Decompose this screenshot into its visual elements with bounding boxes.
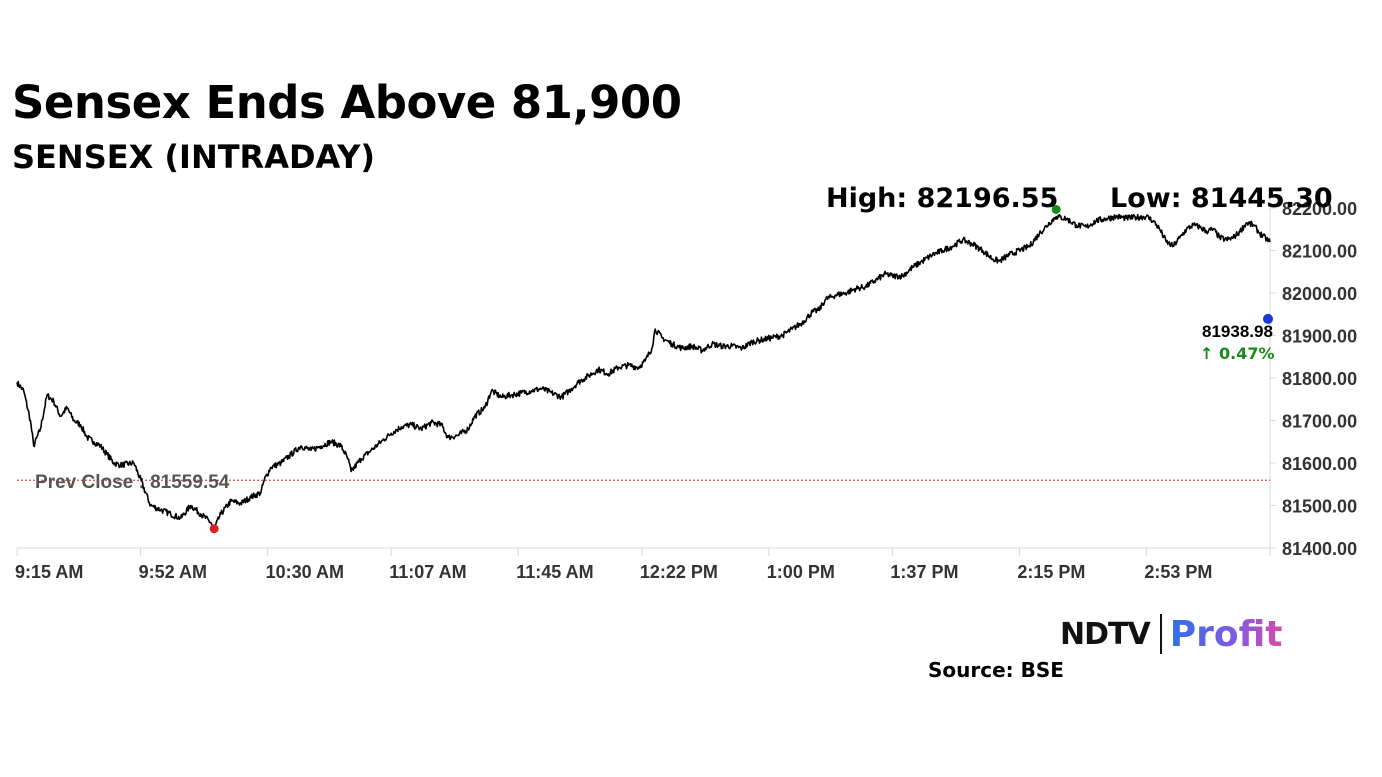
chart-subtitle: SENSEX (INTRADAY) [12,138,376,176]
x-tick-label: 11:07 AM [389,562,466,582]
high-label: High: 82196.55 [826,183,1058,214]
high-marker [1051,204,1061,214]
x-tick-label: 12:22 PM [640,562,718,582]
y-tick-label: 82100.00 [1282,242,1357,262]
y-tick-label: 81400.00 [1282,539,1357,559]
last-value-marker [1263,313,1273,324]
y-tick-label: 82200.00 [1282,199,1357,219]
low-label: Low: 81445.30 [1110,183,1333,214]
y-tick-label: 81500.00 [1282,497,1357,517]
x-tick-label: 1:37 PM [890,562,958,582]
x-tick-label: 1:00 PM [767,562,835,582]
x-tick-label: 2:53 PM [1144,562,1212,582]
tick-labels: 9:15 AM 9:52 AM 10:30 AM 11:07 AM 11:45 AM 12… [15,199,1357,582]
y-tick-label: 81800.00 [1282,369,1357,389]
change-percent-label: ↑ 0.47% [1200,344,1274,363]
y-tick-label: 81700.00 [1282,412,1357,432]
last-value-label: 81938.98 [1202,322,1273,341]
logo-profit-text: Profit [1169,613,1283,655]
x-tick-label: 11:45 AM [516,562,593,582]
y-tick-label: 81900.00 [1282,327,1357,347]
logo-divider [1159,614,1162,654]
headline: Sensex Ends Above 81,900 [12,76,682,129]
axes [16,198,1276,556]
low-marker [209,524,219,534]
x-tick-label: 9:52 AM [139,562,207,582]
x-tick-label: 9:15 AM [15,562,83,582]
ndtv-profit-logo: NDTV Profit [1060,612,1282,656]
x-tick-label: 10:30 AM [266,562,344,582]
y-tick-label: 82000.00 [1282,284,1357,304]
prev-close-label: Prev Close : 81559.54 [35,472,230,493]
logo-ndtv-text: NDTV [1060,616,1151,652]
x-tick-label: 2:15 PM [1017,562,1085,582]
source-label: Source: BSE [928,658,1064,682]
y-tick-label: 81600.00 [1282,454,1357,474]
sensex-series-line [16,213,1271,530]
